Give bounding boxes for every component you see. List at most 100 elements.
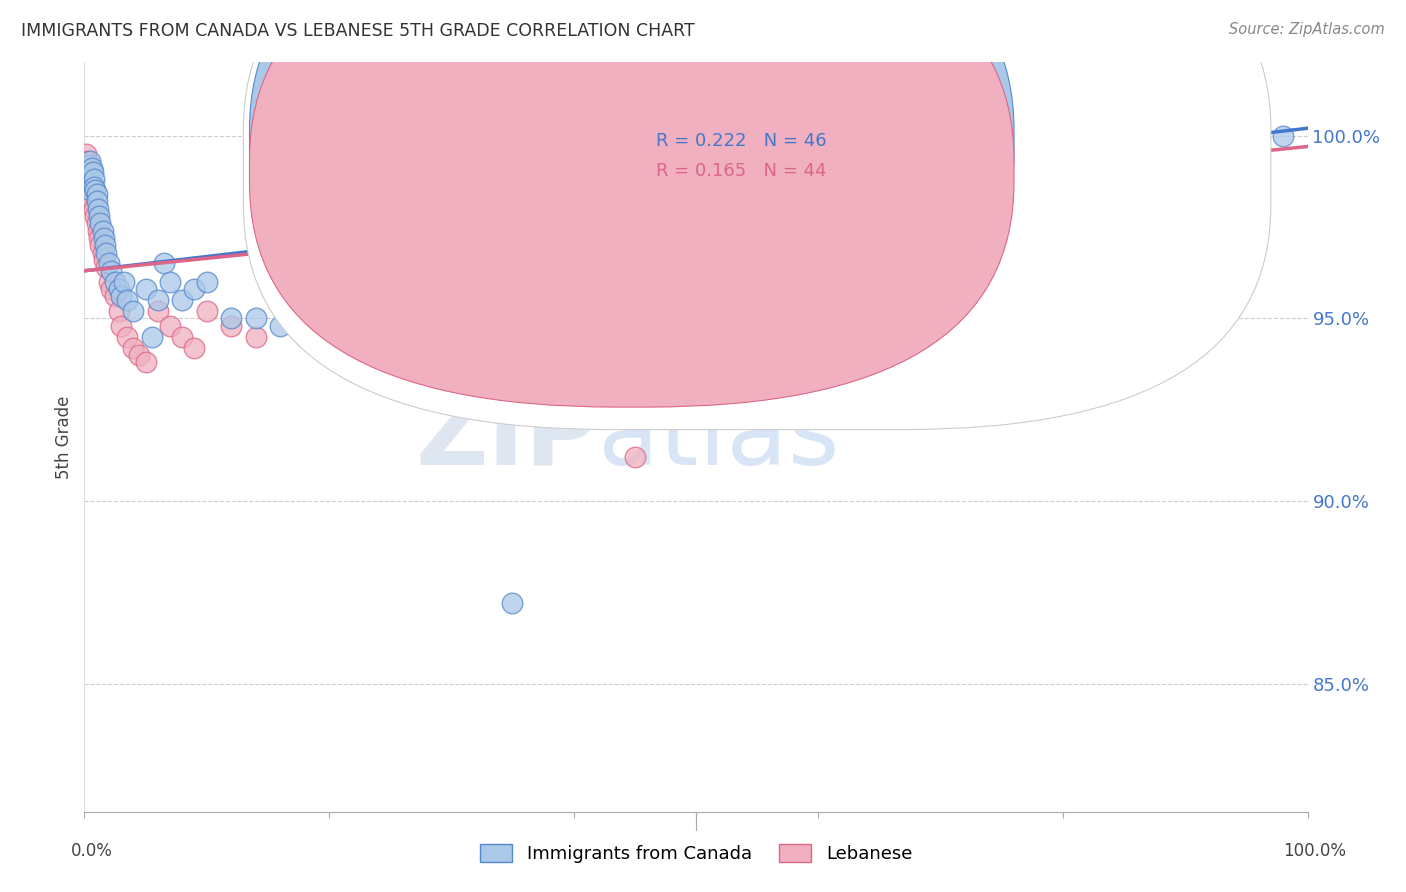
Point	[219, 318, 242, 333]
Point	[141, 329, 163, 343]
Point	[342, 348, 364, 362]
Point	[159, 318, 181, 333]
Point	[115, 329, 138, 343]
Point	[82, 165, 104, 179]
Text: IMMIGRANTS FROM CANADA VS LEBANESE 5TH GRADE CORRELATION CHART: IMMIGRANTS FROM CANADA VS LEBANESE 5TH G…	[21, 22, 695, 40]
Text: 100.0%: 100.0%	[1284, 842, 1346, 860]
Point	[464, 304, 486, 318]
FancyBboxPatch shape	[243, 0, 1271, 430]
FancyBboxPatch shape	[249, 0, 1014, 377]
Point	[86, 216, 108, 230]
Point	[83, 202, 105, 216]
Y-axis label: 5th Grade: 5th Grade	[55, 395, 73, 479]
Point	[115, 293, 138, 307]
Point	[84, 183, 107, 197]
Point	[538, 282, 561, 296]
Point	[112, 275, 135, 289]
Point	[75, 146, 97, 161]
Point	[219, 311, 242, 326]
Point	[76, 172, 98, 186]
Point	[91, 223, 114, 237]
Point	[83, 179, 105, 194]
Point	[104, 289, 127, 303]
Point	[128, 348, 150, 362]
Point	[502, 596, 524, 610]
Point	[110, 318, 132, 333]
Point	[245, 311, 267, 326]
Point	[747, 256, 769, 270]
Point	[104, 275, 127, 289]
Point	[77, 158, 100, 172]
Point	[245, 329, 267, 343]
Point	[416, 348, 439, 362]
Point	[89, 216, 111, 230]
Text: R = 0.165   N = 44: R = 0.165 N = 44	[655, 162, 827, 180]
Point	[416, 293, 439, 307]
Point	[380, 318, 402, 333]
Point	[83, 172, 105, 186]
Point	[318, 341, 340, 355]
Point	[91, 245, 114, 260]
Point	[153, 256, 176, 270]
Point	[135, 355, 157, 369]
Point	[172, 329, 194, 343]
Point	[86, 187, 108, 202]
Point	[79, 154, 101, 169]
Point	[195, 304, 218, 318]
Point	[77, 165, 100, 179]
Point	[79, 179, 101, 194]
Point	[380, 348, 402, 362]
Point	[146, 304, 169, 318]
Text: Source: ZipAtlas.com: Source: ZipAtlas.com	[1229, 22, 1385, 37]
Point	[183, 282, 205, 296]
Point	[94, 238, 117, 252]
Point	[77, 165, 100, 179]
Point	[146, 293, 169, 307]
Text: R = 0.222   N = 46: R = 0.222 N = 46	[655, 132, 827, 150]
Point	[747, 256, 769, 270]
Point	[77, 172, 100, 186]
Point	[110, 289, 132, 303]
Point	[89, 238, 111, 252]
Point	[87, 202, 110, 216]
Point	[1114, 256, 1136, 270]
Point	[107, 304, 129, 318]
Point	[831, 275, 853, 289]
Point	[159, 275, 181, 289]
Text: 0.0%: 0.0%	[70, 842, 112, 860]
Point	[80, 187, 103, 202]
Point	[100, 282, 122, 296]
Point	[195, 275, 218, 289]
Point	[87, 209, 110, 223]
Point	[93, 231, 115, 245]
Point	[93, 252, 115, 267]
Point	[87, 231, 110, 245]
Point	[107, 282, 129, 296]
Point	[97, 275, 120, 289]
Point	[84, 209, 107, 223]
Point	[624, 450, 647, 465]
Point	[79, 183, 101, 197]
Point	[86, 194, 108, 209]
Point	[294, 318, 316, 333]
Point	[953, 256, 976, 270]
Point	[122, 304, 145, 318]
Point	[269, 293, 291, 307]
Legend: Immigrants from Canada, Lebanese: Immigrants from Canada, Lebanese	[472, 837, 920, 870]
FancyBboxPatch shape	[249, 0, 1014, 407]
Point	[269, 318, 291, 333]
Point	[96, 260, 118, 274]
Point	[96, 245, 118, 260]
Point	[342, 304, 364, 318]
Point	[82, 194, 104, 209]
Point	[172, 293, 194, 307]
Point	[97, 256, 120, 270]
Point	[1272, 128, 1295, 143]
Point	[122, 341, 145, 355]
Point	[135, 282, 157, 296]
Text: ZIP: ZIP	[415, 389, 598, 485]
Point	[183, 341, 205, 355]
Text: atlas: atlas	[598, 389, 839, 485]
Point	[294, 329, 316, 343]
Point	[87, 223, 110, 237]
